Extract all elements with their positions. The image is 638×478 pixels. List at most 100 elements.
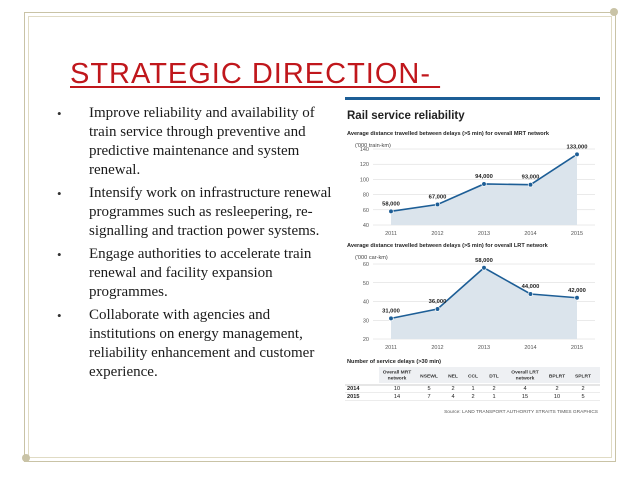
table-header-band — [379, 367, 600, 383]
table-header-cell: SPLRT — [575, 374, 591, 380]
data-label: 42,000 — [568, 288, 586, 294]
x-tick-label: 2011 — [385, 231, 397, 237]
rail-reliability-svg: Rail service reliability Average distanc… — [345, 97, 600, 415]
data-point — [481, 181, 487, 187]
table-title: Number of service delays (>30 min) — [347, 359, 441, 365]
series-area — [391, 267, 577, 339]
mrt-chart-title: Average distance travelled between delay… — [347, 131, 550, 137]
data-point — [388, 208, 394, 214]
data-label: 94,000 — [475, 174, 493, 180]
table-header-line: network — [388, 376, 407, 382]
mrt-unit-label: ('000 train-km) — [355, 143, 391, 149]
bullet-dot-icon: • — [57, 186, 62, 201]
delays-table: Overall MRT network NSEWL NEL CCL DTLOverall … — [345, 367, 600, 401]
bullet-list: • Improve reliability and availability of… — [55, 104, 335, 386]
data-label: 44,000 — [522, 284, 540, 290]
bullet-text: Improve reliability and availability of … — [89, 105, 315, 178]
data-point — [527, 291, 534, 297]
table-cell: 2 — [492, 386, 495, 392]
table-header-cell: DTL — [489, 374, 499, 380]
data-point — [481, 265, 487, 271]
bullet-dot-icon: • — [57, 106, 62, 121]
data-point — [574, 151, 580, 157]
y-tick-label: 40 — [363, 223, 369, 229]
lrt-chart: 20 30 40 50 60 31,000 2011 36,000 2012 58,000 2013… — [363, 258, 595, 351]
x-tick-label: 2012 — [431, 345, 443, 351]
table-row-year: 2015 — [347, 394, 359, 400]
rail-reliability-figure: Rail service reliability Average distanc… — [345, 97, 600, 427]
table-cell: 2 — [471, 394, 474, 400]
data-label: 93,000 — [522, 175, 540, 181]
data-label: 58,000 — [382, 201, 400, 207]
table-header-cell: CCL — [468, 374, 478, 380]
data-point — [527, 182, 534, 188]
x-tick-label: 2014 — [524, 345, 536, 351]
bullet-dot-icon: • — [57, 247, 62, 262]
table-cell: 2 — [581, 386, 584, 392]
table-header-cell: NSEWL — [420, 374, 438, 380]
y-tick-label: 60 — [363, 208, 369, 214]
bullet-item: • Intensify work on infrastructure renewa… — [55, 184, 335, 241]
data-point — [574, 295, 580, 301]
bullet-item: • Collaborate with agencies and instituti… — [55, 306, 335, 382]
x-tick-label: 2011 — [385, 345, 397, 351]
y-tick-label: 30 — [363, 318, 369, 324]
table-header-line: Overall LRT — [511, 370, 538, 376]
x-tick-label: 2013 — [478, 231, 490, 237]
bullet-text: Intensify work on infrastructure renewal… — [89, 185, 332, 239]
lrt-unit-label: ('000 car-km) — [355, 255, 388, 261]
slide-title: STRATEGIC DIRECTION- — [70, 58, 441, 90]
table-cell: 2 — [555, 386, 558, 392]
table-cell: 10 — [394, 386, 400, 392]
table-cell: 14 — [394, 394, 400, 400]
x-tick-label: 2015 — [571, 345, 583, 351]
y-tick-label: 50 — [363, 281, 369, 287]
table-cell: 5 — [581, 394, 584, 400]
bullet-item: • Engage authorities to accelerate train… — [55, 245, 335, 302]
y-tick-label: 20 — [363, 337, 369, 343]
table-cell: 15 — [522, 394, 528, 400]
x-tick-label: 2012 — [431, 231, 443, 237]
mrt-chart: 40 60 80 100 120 140 58,000 2011 67,000 2012 94,00… — [360, 144, 595, 237]
y-tick-label: 60 — [363, 262, 369, 268]
table-cell: 7 — [427, 394, 430, 400]
table-cell: 1 — [471, 386, 474, 392]
data-point — [388, 315, 394, 322]
table-header-line: network — [516, 376, 535, 382]
bullet-dot-icon: • — [57, 308, 62, 323]
table-cell: 4 — [523, 386, 526, 392]
slide-frame-outer — [24, 12, 616, 462]
table-cell: 4 — [451, 394, 454, 400]
y-tick-label: 120 — [360, 162, 369, 168]
data-label: 58,000 — [475, 258, 493, 264]
table-header-line: Overall MRT — [383, 370, 412, 376]
table-cell: 10 — [554, 394, 560, 400]
bullet-item: • Improve reliability and availability of… — [55, 104, 335, 180]
data-label: 31,000 — [382, 308, 400, 314]
table-row-year: 2014 — [347, 386, 360, 392]
x-tick-label: 2013 — [478, 345, 490, 351]
bullet-text: Collaborate with agencies and institutio… — [89, 307, 315, 380]
table-header-cell: Overall LRT network — [511, 370, 538, 382]
figure-top-rule — [345, 97, 600, 100]
x-tick-label: 2015 — [571, 231, 583, 237]
x-tick-label: 2014 — [524, 231, 536, 237]
y-tick-label: 100 — [360, 177, 369, 183]
y-tick-label: 80 — [363, 193, 369, 199]
figure-heading: Rail service reliability — [347, 110, 465, 122]
data-label: 133,000 — [567, 144, 588, 150]
figure-source: Source: LAND TRANSPORT AUTHORITY STRAITS… — [444, 409, 598, 415]
lrt-chart-title: Average distance travelled between delay… — [347, 243, 549, 249]
series-area — [391, 154, 577, 225]
table-header-cell: NEL — [448, 374, 458, 380]
frame-corner-dot — [610, 8, 618, 16]
table-cell: 5 — [427, 386, 430, 392]
table-cell: 1 — [492, 394, 495, 400]
table-header-cell: BPLRT — [549, 374, 565, 380]
data-point — [434, 306, 441, 312]
bullet-text: Engage authorities to accelerate train r… — [89, 246, 312, 300]
data-label: 36,000 — [429, 299, 447, 305]
data-point — [434, 201, 441, 208]
y-tick-label: 140 — [360, 147, 369, 153]
table-cell: 2 — [451, 386, 454, 392]
